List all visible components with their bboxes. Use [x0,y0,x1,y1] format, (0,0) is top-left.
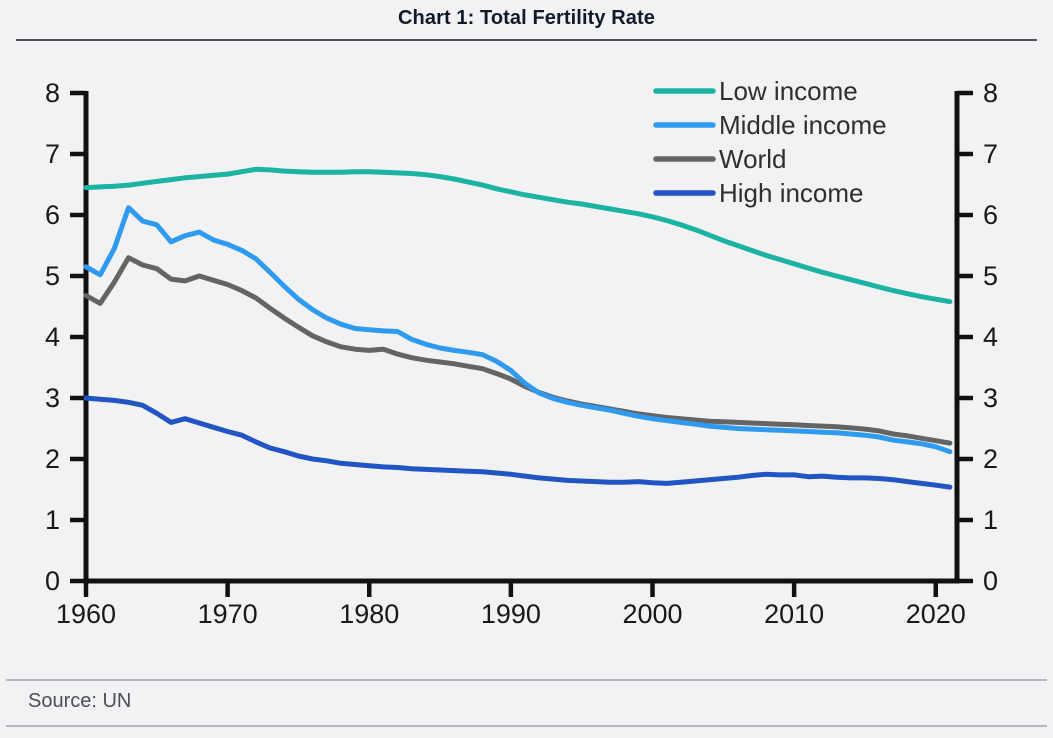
x-tick-label: 2000 [622,599,682,629]
legend-label: Low income [719,76,858,106]
title-rule [16,39,1037,41]
left-y-tick-label: 5 [45,261,60,291]
series-line-middle-income [83,205,953,455]
x-tick-label: 2020 [906,599,966,629]
left-y-tick-label: 3 [45,383,60,413]
left-y-tick-label: 7 [45,139,60,169]
right-y-tick-label: 6 [983,200,998,230]
right-y-tick-label: 4 [983,322,998,352]
right-y-tick-label: 8 [983,78,998,108]
left-y-tick-label: 0 [45,566,60,596]
right-y-tick-label: 1 [983,505,998,535]
left-y-tick-label: 6 [45,200,60,230]
x-tick-label: 2010 [764,599,824,629]
y-tick-labels: 0 0 1 1 2 2 3 3 4 4 5 5 6 6 7 7 8 8 [45,78,998,596]
legend-item: Middle income [653,110,887,140]
source-rule-top [6,679,1047,681]
x-tick-label: 1970 [198,599,258,629]
left-y-tick-label: 4 [45,322,60,352]
axes [83,91,960,584]
legend-label: World [719,144,786,174]
series-lines [83,166,953,490]
x-tick-label: 1980 [339,599,399,629]
x-tick-labels: 1960 1970 1980 1990 2000 2010 2020 [56,581,966,629]
right-y-tick-label: 5 [983,261,998,291]
x-tick-label: 1990 [481,599,541,629]
x-tick-label: 1960 [56,599,116,629]
left-y-tick-label: 1 [45,505,60,535]
legend: Low income Middle income World High income [653,76,887,208]
legend-item: Low income [653,76,858,106]
legend-label: High income [719,178,864,208]
right-y-tick-label: 3 [983,383,998,413]
right-y-tick-label: 2 [983,444,998,474]
right-y-tick-label: 0 [983,566,998,596]
legend-item: World [653,144,786,174]
left-y-tick-label: 2 [45,444,60,474]
page-title: Chart 1: Total Fertility Rate [397,7,655,29]
left-y-tick-label: 8 [45,78,60,108]
source-note: Source: UN [28,690,132,712]
right-y-tick-label: 7 [983,139,998,169]
legend-item: High income [653,178,864,208]
source-rule-bottom [6,725,1047,727]
series-line-low-income [83,166,953,305]
legend-label: Middle income [719,110,887,140]
series-line-world [83,255,953,446]
series-line-high-income [83,395,953,490]
